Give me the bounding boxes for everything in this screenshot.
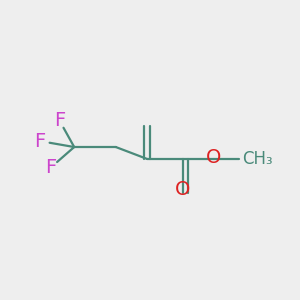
- Text: F: F: [34, 132, 46, 151]
- Text: F: F: [45, 158, 56, 177]
- Text: CH₃: CH₃: [242, 150, 273, 168]
- Text: O: O: [206, 148, 222, 167]
- Text: F: F: [54, 111, 65, 130]
- Text: O: O: [175, 180, 190, 199]
